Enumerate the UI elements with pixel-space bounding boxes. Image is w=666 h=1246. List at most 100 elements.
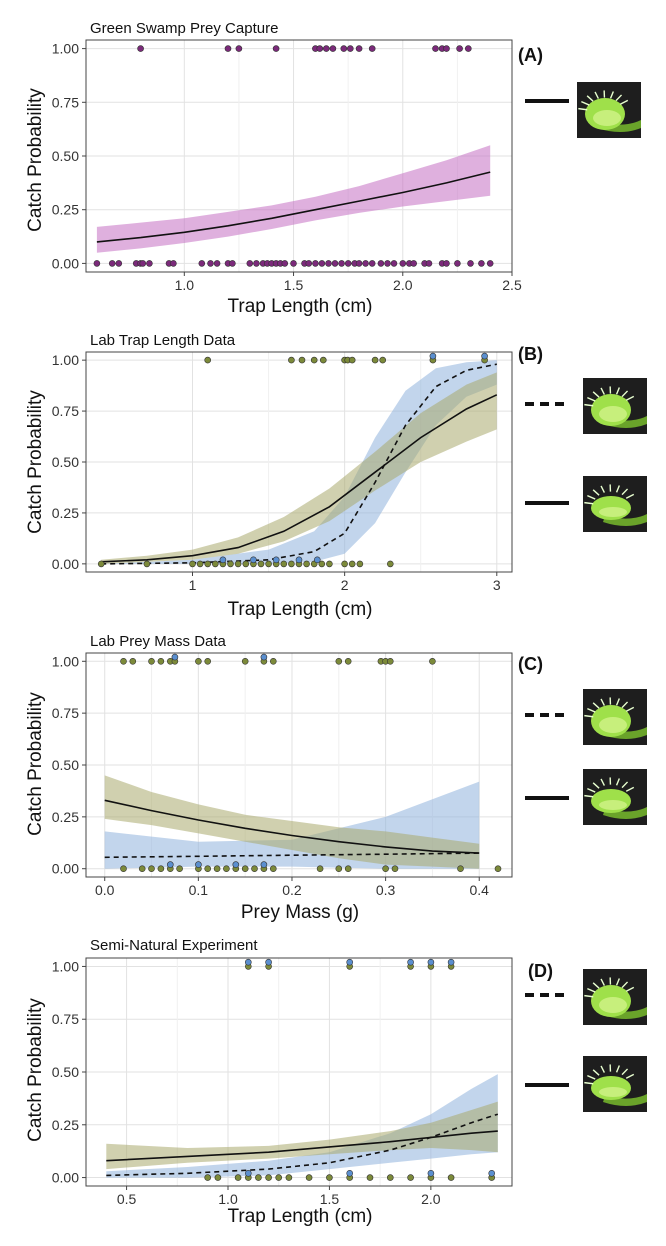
x-tick-label: 1.0: [175, 277, 195, 293]
y-axis-label: Catch Probability: [25, 390, 46, 534]
trap-cilia: [584, 403, 594, 407]
y-tick-label: 1.00: [52, 41, 79, 57]
trap-cilia: [587, 396, 596, 402]
trap-cilia: [609, 91, 614, 99]
data-point: [242, 560, 250, 568]
data-point: [204, 657, 211, 665]
y-tick-label: 0.00: [52, 255, 79, 271]
data-point: [391, 865, 399, 873]
data-point: [146, 260, 153, 267]
y-tick-label: 0.00: [52, 861, 79, 877]
data-point: [143, 560, 151, 568]
trap-cilia: [592, 391, 600, 398]
x-tick-label: 0.3: [376, 882, 396, 898]
trap-cilia: [581, 100, 590, 106]
data-point: [148, 657, 155, 665]
data-point: [427, 1170, 435, 1177]
trap-cilia: [592, 782, 600, 789]
confidence-band-open-trap: [106, 1074, 498, 1178]
data-point: [246, 260, 254, 267]
y-tick-label: 0.25: [52, 809, 79, 825]
data-point: [425, 260, 433, 267]
data-point: [120, 657, 127, 665]
fit-line-closed-trap: [106, 1130, 498, 1162]
trap-cilia: [600, 485, 606, 493]
data-point: [331, 260, 339, 267]
x-tick-label: 2.0: [421, 1191, 441, 1207]
data-point: [129, 657, 137, 665]
data-point: [305, 1174, 313, 1181]
data-point: [265, 560, 272, 568]
panel-c: 0.00 0.25 0.50 0.75 1.00 0.0 0.1 0.2 0.3 0.4 Lab …: [25, 633, 543, 923]
data-point: [298, 356, 306, 364]
data-point: [214, 1174, 222, 1181]
x-tick-label: 2.0: [393, 277, 413, 293]
data-point: [326, 560, 333, 568]
data-point: [265, 1174, 272, 1181]
confidence-band-fit: [96, 145, 491, 253]
panel-title: Lab Trap Length Data: [90, 332, 236, 349]
y-tick-label: 1.00: [52, 653, 79, 669]
data-point: [250, 556, 257, 564]
data-point: [443, 260, 450, 267]
trap-cilia: [615, 94, 623, 102]
data-point: [213, 260, 221, 267]
data-point: [386, 1174, 394, 1181]
data-point: [285, 1174, 293, 1181]
trap-cilia: [584, 794, 594, 798]
y-tick-label: 0.50: [52, 454, 79, 470]
data-point: [108, 260, 116, 267]
trap-inner: [599, 1087, 627, 1097]
data-point: [390, 260, 398, 267]
panel-a: 0.00 0.25 0.50 0.75 1.00 1.0 1.5 2.0 2.5 Green S…: [25, 20, 543, 317]
data-point: [204, 356, 211, 364]
x-tick-label: 1.5: [320, 1191, 340, 1207]
panel-label: (D): [528, 961, 553, 981]
trap-cilia: [621, 781, 629, 789]
data-point: [457, 865, 464, 873]
data-point: [319, 356, 327, 364]
data-point: [272, 45, 280, 52]
trap-cilia: [625, 1073, 635, 1079]
data-point: [443, 45, 450, 52]
trap-cilia: [621, 981, 629, 989]
y-tick-label: 0.00: [52, 556, 79, 572]
data-point: [384, 260, 391, 267]
trap-cilia: [592, 489, 600, 496]
trap-cilia: [600, 698, 606, 706]
data-point: [138, 865, 146, 873]
closed-trap-photo: [583, 1056, 647, 1112]
y-axis-label: Catch Probability: [25, 88, 46, 232]
y-tick-label: 0.50: [52, 757, 79, 773]
y-tick-label: 0.25: [52, 1117, 79, 1133]
data-point: [432, 45, 439, 52]
y-tick-label: 0.25: [52, 202, 79, 218]
data-point: [265, 958, 272, 966]
data-point: [157, 657, 165, 665]
data-point: [253, 260, 260, 267]
data-point: [170, 260, 177, 267]
data-point: [280, 560, 288, 568]
confidence-band-closed-trap: [106, 1101, 498, 1170]
data-point: [366, 1174, 374, 1181]
data-point: [379, 356, 387, 364]
x-tick-label: 0.1: [189, 882, 209, 898]
data-point: [356, 560, 364, 568]
data-point: [371, 356, 379, 364]
panel-label: (A): [518, 45, 543, 65]
data-point: [344, 260, 352, 267]
data-point: [281, 260, 289, 267]
data-point: [241, 865, 249, 873]
data-point: [316, 865, 324, 873]
trap-cilia: [600, 778, 606, 786]
data-point: [346, 45, 354, 52]
data-point: [355, 45, 363, 52]
trap-inner: [599, 800, 627, 810]
trap-cilia: [625, 395, 635, 401]
data-point: [120, 865, 127, 873]
open-trap-photo: [583, 969, 647, 1025]
data-point: [429, 352, 437, 360]
data-point: [410, 260, 418, 267]
data-point: [157, 865, 165, 873]
